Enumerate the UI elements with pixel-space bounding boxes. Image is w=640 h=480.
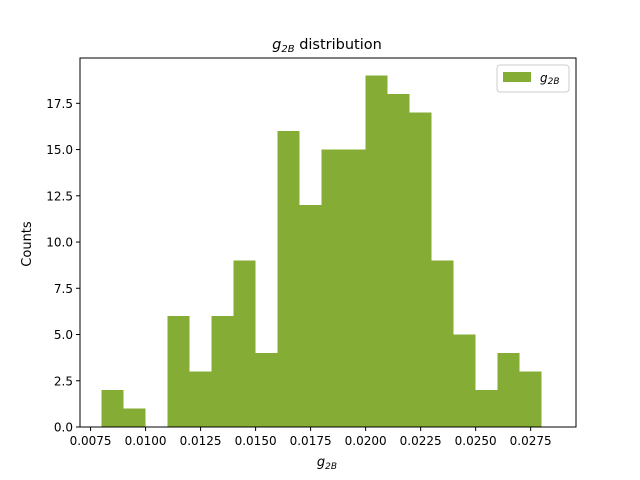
y-tick-label: 5.0 (54, 328, 73, 342)
y-axis-label: Counts (20, 221, 35, 267)
histogram-bar (475, 390, 498, 427)
x-tick-label: 0.0225 (400, 434, 442, 448)
histogram-bar (255, 353, 278, 427)
histogram-bar (387, 94, 410, 427)
histogram-bar (519, 371, 542, 427)
title-symbol: g (272, 37, 281, 53)
y-tick-label: 10.0 (46, 236, 73, 250)
y-tick-label: 12.5 (46, 189, 73, 203)
histogram-bar (189, 371, 212, 427)
legend-entry-g2B: g2B (540, 71, 560, 87)
histogram-bar (233, 260, 256, 427)
bars-group (101, 75, 542, 428)
y-ticks: 0.0 2.5 5.0 7.5 10.0 12.5 15.0 17.5 (46, 97, 80, 435)
histogram-bar (343, 149, 366, 427)
x-axis-label: g2B (317, 455, 337, 472)
histogram-bar (453, 334, 476, 427)
legend: g2B (496, 64, 570, 93)
histogram-bar (321, 149, 344, 427)
legend-symbol: g (540, 71, 548, 85)
y-tick-label: 0.0 (54, 421, 73, 435)
histogram-bar (211, 316, 234, 427)
title-subscript: 2B (281, 44, 294, 55)
xlabel-subscript: 2B (325, 462, 337, 472)
x-tick-label: 0.0150 (235, 434, 277, 448)
xlabel-symbol: g (317, 455, 325, 470)
y-tick-label: 2.5 (54, 374, 73, 388)
x-tick-label: 0.0250 (455, 434, 497, 448)
legend-subscript: 2B (548, 77, 560, 87)
title-suffix: distribution (295, 37, 382, 53)
histogram-bar (101, 390, 124, 427)
legend-box (496, 64, 570, 93)
histogram-bar (123, 408, 146, 427)
x-tick-label: 0.0100 (125, 434, 167, 448)
y-tick-label: 17.5 (46, 97, 73, 111)
x-tick-label: 0.0275 (510, 434, 552, 448)
histogram-bar (431, 260, 454, 427)
histogram-bar (167, 316, 190, 427)
histogram-bar (299, 205, 322, 427)
x-tick-label: 0.0075 (70, 434, 112, 448)
x-ticks: 0.0075 0.0100 0.0125 0.0150 0.0175 0.0200 0.02… (70, 427, 552, 448)
x-tick-label: 0.0125 (180, 434, 222, 448)
legend-swatch (503, 72, 531, 82)
histogram-bar (277, 131, 300, 427)
chart-title: g2B distribution (272, 37, 382, 55)
y-tick-label: 15.0 (46, 143, 73, 157)
histogram-bar (365, 75, 388, 428)
histogram-bar (497, 353, 520, 427)
x-tick-label: 0.0200 (345, 434, 387, 448)
x-tick-label: 0.0175 (290, 434, 332, 448)
histogram-bar (409, 112, 432, 428)
y-tick-label: 7.5 (54, 282, 73, 296)
